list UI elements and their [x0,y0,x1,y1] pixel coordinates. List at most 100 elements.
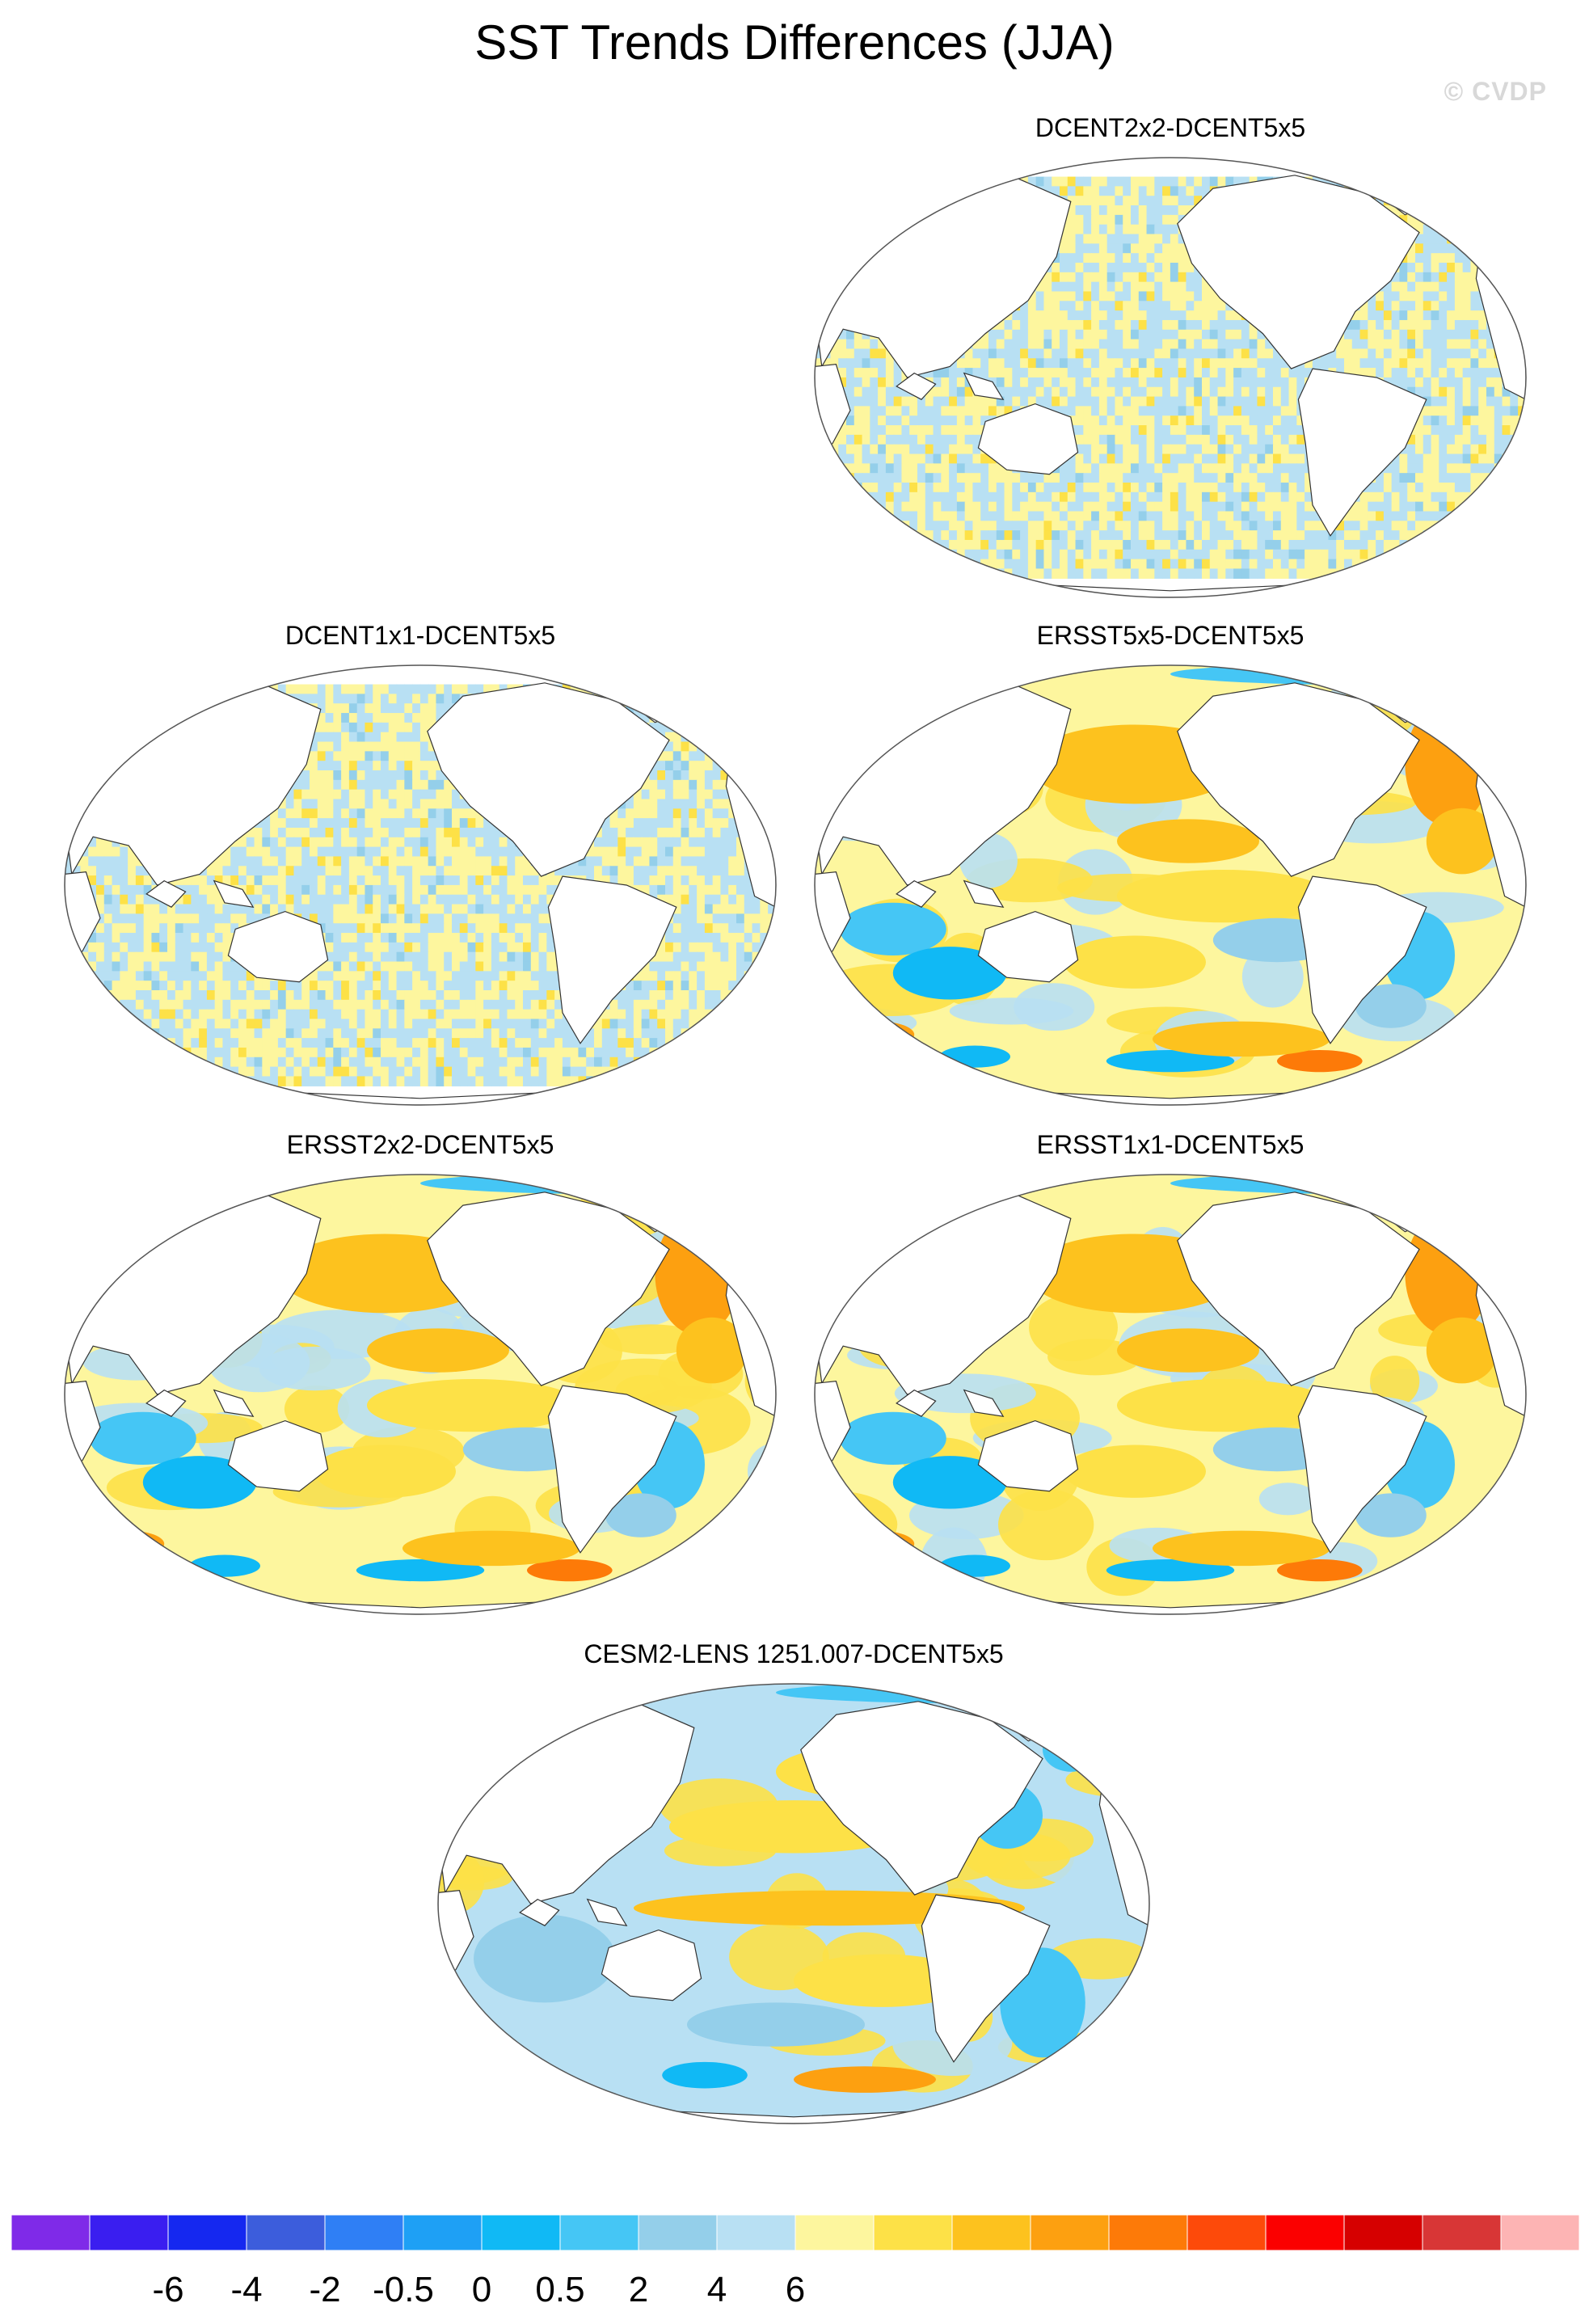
grid-cell [1447,539,1456,550]
grid-cell [419,694,429,704]
grid-cell [1233,463,1242,474]
grid-cell [1123,434,1132,445]
grid-cell [681,722,690,733]
grid-cell [822,281,832,293]
grid-cell [1060,549,1068,560]
grid-cell [1502,521,1511,531]
grid-cell [128,741,137,753]
grid-cell [1178,386,1187,398]
grid-cell [1288,434,1298,445]
grid-cell [381,779,390,791]
grid-cell [1486,406,1495,416]
grid-cell [1304,549,1313,560]
grid-cell [65,761,74,771]
grid-cell [1376,301,1385,311]
grid-cell [964,521,974,531]
grid-cell [917,463,926,474]
grid-cell [1249,539,1258,550]
grid-cell [1115,377,1123,388]
grid-cell [941,415,950,426]
grid-cell [1091,473,1100,483]
grid-cell [1178,358,1187,369]
grid-cell [373,713,381,723]
grid-cell [956,463,966,474]
grid-cell [1510,291,1519,302]
grid-cell [1510,281,1519,293]
grid-cell [1194,358,1203,369]
grid-cell [1494,444,1503,455]
grid-cell [1178,329,1187,340]
grid-cell [1351,339,1361,350]
grid-cell [1368,368,1376,378]
grid-cell [1518,473,1526,483]
grid-cell [893,501,903,512]
grid-cell [65,703,74,714]
grid-cell [854,434,863,445]
grid-cell [1083,521,1092,531]
grid-cell [893,511,903,521]
grid-cell [72,761,82,771]
grid-cell [1518,253,1526,264]
grid-cell [838,511,847,521]
grid-cell [1462,539,1472,550]
grid-cell [1423,377,1432,388]
grid-cell [1415,434,1424,445]
grid-cell [1462,530,1472,541]
grid-cell [1383,568,1393,579]
grid-cell [1123,234,1132,245]
grid-cell [830,559,839,570]
grid-cell [1273,473,1282,483]
grid-cell [1170,491,1179,503]
grid-cell [815,434,824,445]
grid-cell [665,799,674,809]
grid-cell [1368,511,1376,521]
grid-cell [878,415,887,426]
grid-cell [1328,549,1337,560]
grid-cell [1186,406,1195,416]
grid-cell [972,434,981,445]
grid-cell [815,530,824,541]
grid-cell [885,205,895,216]
grid-cell [1470,253,1479,264]
grid-cell [1106,549,1116,560]
grid-cell [452,684,461,695]
grid-cell [1257,559,1266,570]
grid-cell [1154,568,1163,579]
grid-cell [1060,310,1068,321]
grid-cell [1170,386,1179,398]
grid-cell [1423,348,1432,359]
grid-cell [846,386,855,398]
grid-cell [1439,301,1448,311]
grid-cell [1399,521,1408,531]
grid-cell [1083,176,1092,188]
grid-cell [1138,415,1148,426]
grid-cell [1407,243,1416,254]
grid-cell [870,483,879,493]
grid-cell [1012,358,1021,369]
grid-cell [183,694,192,704]
grid-cell [1091,358,1100,369]
grid-cell [996,396,1005,407]
grid-cell [728,722,737,733]
grid-cell [1106,214,1116,226]
grid-cell [822,186,832,196]
grid-cell [333,779,342,791]
grid-cell [1233,368,1242,378]
grid-cell [1202,368,1211,378]
grid-cell [1423,358,1432,369]
grid-cell [1257,368,1266,378]
grid-cell [1510,453,1519,465]
grid-cell [1178,425,1187,436]
grid-cell [917,568,926,579]
grid-cell [830,549,839,560]
grid-cell [768,713,776,723]
grid-cell [419,732,429,743]
grid-cell [1060,291,1068,302]
grid-cell [96,722,105,733]
grid-cell [206,694,216,704]
grid-cell [972,339,981,350]
grid-cell [720,713,729,723]
grid-cell [1383,291,1393,302]
grid-cell [838,473,847,483]
grid-cell [980,348,989,359]
